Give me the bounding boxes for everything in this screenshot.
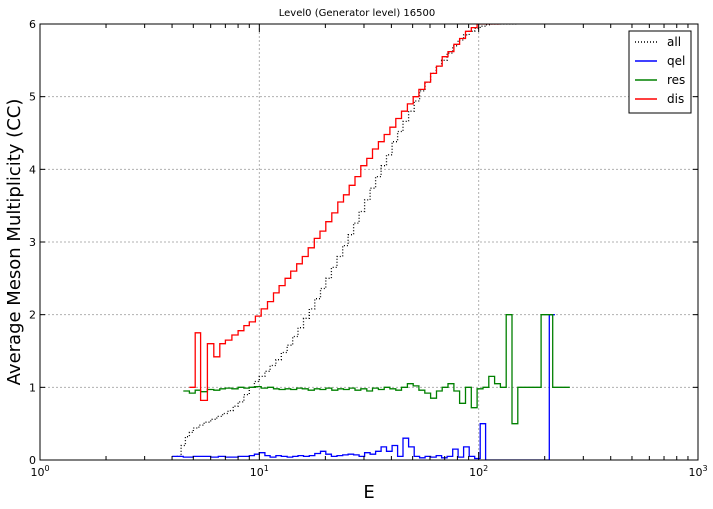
x-axis-label: E (363, 482, 374, 503)
gridlines (40, 24, 698, 460)
x-tick-exponent: 0 (44, 464, 49, 473)
y-axis-label: Average Meson Multiplicity (CC) (4, 99, 25, 386)
chart-title: Level0 (Generator level) 16500 (279, 8, 435, 19)
x-tick-base: 10 (250, 466, 264, 479)
x-tick-exponent: 3 (702, 464, 707, 473)
x-tick-base: 10 (688, 466, 702, 479)
x-tick-base: 10 (469, 466, 483, 479)
x-tick-label: 103 (688, 464, 707, 479)
plot-area (172, 24, 570, 460)
legend-label-dis: dis (667, 92, 684, 106)
series-group (172, 24, 570, 460)
y-tick-label: 4 (29, 163, 36, 176)
y-tick-label: 1 (29, 381, 36, 394)
x-tick-exponent: 2 (483, 464, 488, 473)
legend-label-qel: qel (667, 54, 685, 68)
legend-label-res: res (667, 73, 685, 87)
y-tick-label: 0 (29, 454, 36, 467)
y-tick-label: 6 (29, 18, 36, 31)
series-dis-line (189, 24, 501, 402)
legend: all qel res dis (628, 30, 692, 114)
x-tick-base: 10 (30, 466, 44, 479)
x-tick-label: 100 (30, 464, 49, 479)
legend-label-all: all (667, 35, 681, 49)
y-tick-label: 2 (29, 309, 36, 322)
y-tick-label: 3 (29, 236, 36, 249)
series-all-line (176, 24, 519, 458)
y-tick-label: 5 (29, 91, 36, 104)
x-tick-label: 101 (250, 464, 269, 479)
x-tick-exponent: 1 (264, 464, 269, 473)
series-res-line (183, 314, 570, 425)
x-tick-label: 102 (469, 464, 488, 479)
series-qel-line (172, 314, 555, 460)
